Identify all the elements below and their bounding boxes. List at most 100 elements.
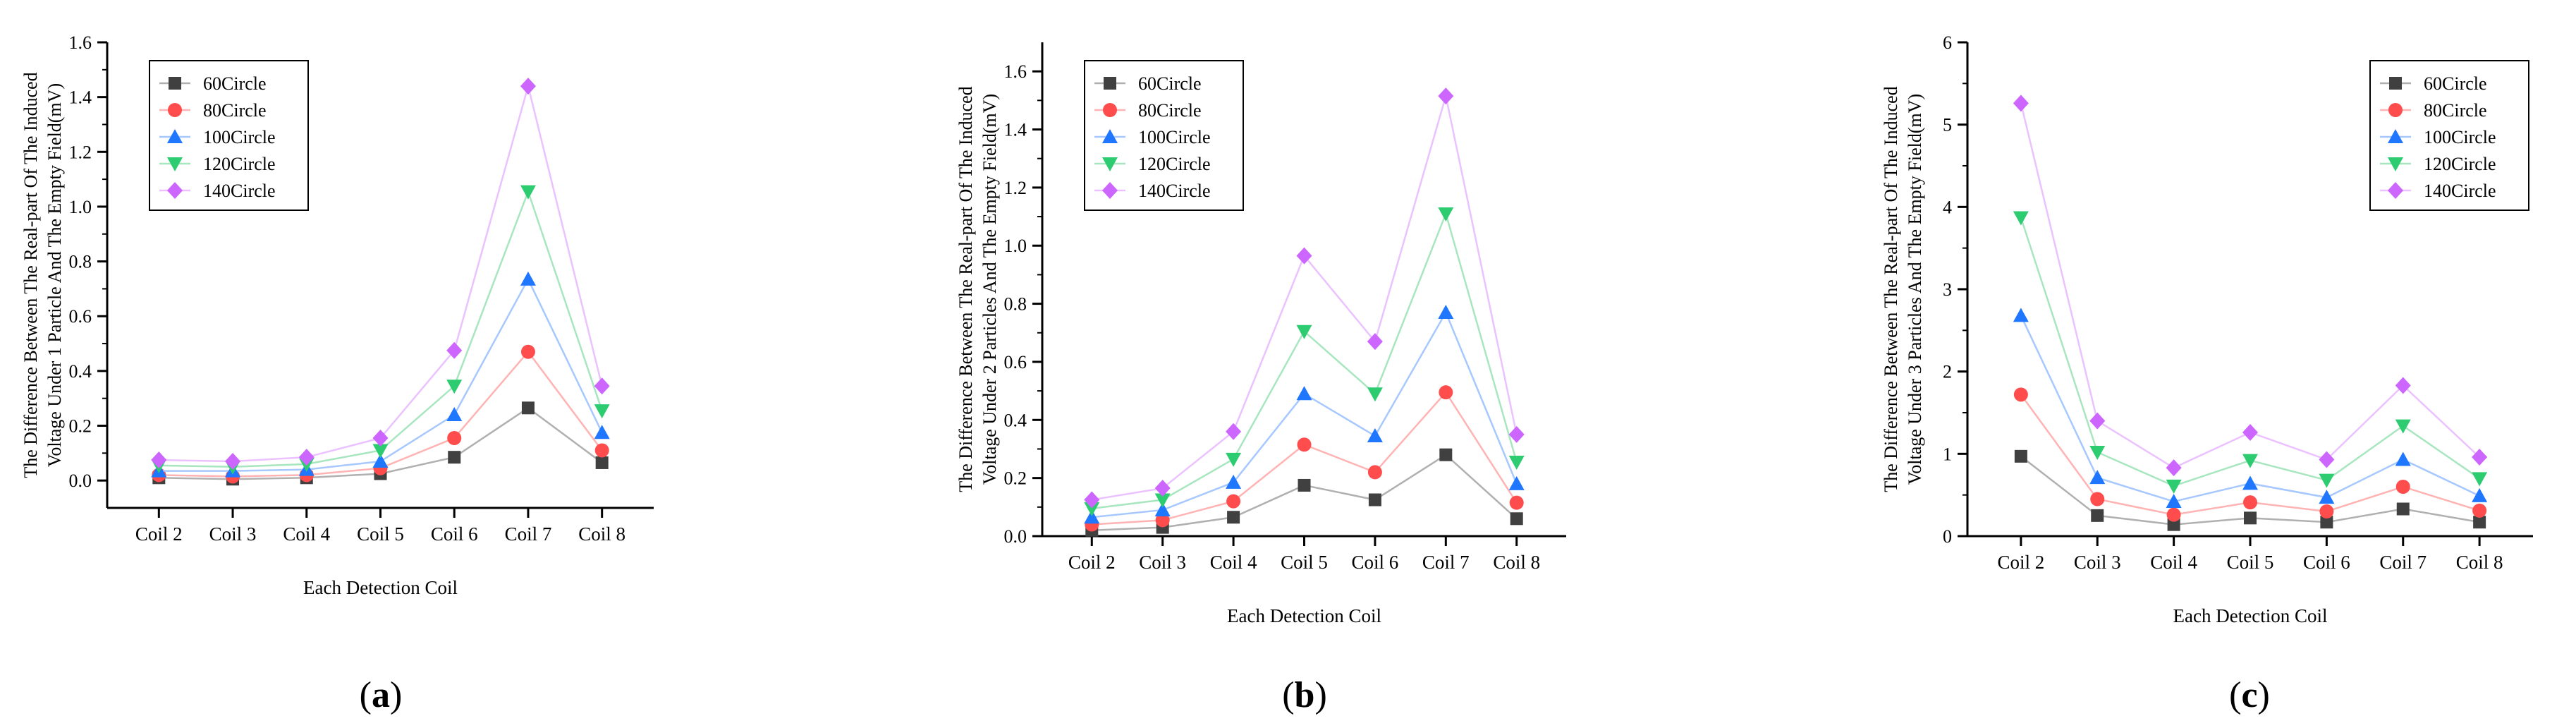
- data-point-140Circle: [2395, 377, 2411, 394]
- x-axis-title: Each Detection Coil: [1227, 605, 1381, 626]
- data-point-80Circle: [520, 344, 535, 359]
- y-axis-title-line2: Voltage Under 1 Particle And The Empty F…: [44, 83, 65, 467]
- data-point-140Circle: [2166, 459, 2182, 477]
- legend-label: 120Circle: [1138, 154, 1211, 174]
- series-line-120Circle: [159, 188, 603, 468]
- data-point-120Circle: [1367, 387, 1383, 402]
- data-point-100Circle: [372, 454, 389, 468]
- panel-label-close: ): [2258, 675, 2270, 715]
- x-tick-label: Coil 5: [357, 523, 404, 545]
- legend-marker-100Circle: [1102, 129, 1118, 143]
- data-point-80Circle: [2472, 503, 2487, 518]
- data-point-60Circle: [2091, 509, 2104, 522]
- x-tick-label: Coil 8: [2456, 552, 2503, 573]
- data-point-100Circle: [1438, 304, 1454, 319]
- series-line-100Circle: [2020, 315, 2480, 503]
- data-point-100Circle: [1154, 502, 1171, 516]
- data-point-80Circle: [1297, 437, 1312, 452]
- data-point-140Circle: [2013, 95, 2029, 112]
- data-point-100Circle: [1367, 427, 1383, 442]
- panel-label-open: (: [1282, 675, 1294, 715]
- legend-label: 60Circle: [2424, 73, 2487, 94]
- panel-label-close: ): [1314, 675, 1326, 715]
- data-point-100Circle: [2166, 494, 2182, 508]
- legend-marker-60Circle: [2389, 77, 2402, 90]
- data-point-140Circle: [2242, 424, 2258, 441]
- data-point-60Circle: [1439, 448, 1453, 461]
- panel-label-letter: c: [2241, 675, 2257, 715]
- data-point-120Circle: [2166, 479, 2182, 494]
- data-point-120Circle: [1084, 502, 1100, 516]
- data-point-100Circle: [2472, 487, 2488, 502]
- panel-label-letter: b: [1295, 675, 1315, 715]
- legend-marker-120Circle: [1102, 157, 1118, 171]
- y-tick-label: 2: [1943, 362, 1952, 382]
- data-point-140Circle: [594, 377, 610, 395]
- panel-label-open: (: [2229, 675, 2241, 715]
- data-point-140Circle: [520, 78, 536, 95]
- legend-marker-140Circle: [167, 182, 183, 199]
- legend-label: 60Circle: [203, 73, 267, 94]
- data-point-120Circle: [1296, 324, 1312, 339]
- y-tick-label: 0.4: [69, 361, 92, 382]
- data-point-60Circle: [2244, 511, 2257, 525]
- y-tick-label: 4: [1943, 197, 1952, 217]
- y-tick-label: 0.6: [1004, 352, 1027, 372]
- x-tick-label: Coil 7: [1422, 552, 1470, 573]
- y-tick-label: 1.2: [69, 142, 92, 162]
- y-tick-label: 3: [1943, 279, 1952, 300]
- data-point-60Circle: [2167, 518, 2180, 531]
- data-point-80Circle: [1226, 494, 1241, 509]
- x-tick-label: Coil 3: [1139, 552, 1186, 573]
- legend-marker-140Circle: [1102, 182, 1118, 199]
- data-point-140Circle: [1296, 247, 1312, 265]
- series-line-120Circle: [2020, 217, 2480, 487]
- data-point-80Circle: [1509, 495, 1524, 510]
- y-tick-label: 5: [1943, 115, 1952, 135]
- data-point-60Circle: [2396, 502, 2410, 516]
- data-point-60Circle: [521, 401, 535, 415]
- data-point-120Circle: [594, 404, 610, 419]
- x-tick-label: Coil 2: [1068, 552, 1116, 573]
- y-tick-label: 0.0: [1004, 526, 1027, 547]
- data-point-140Circle: [1084, 491, 1100, 509]
- legend-marker-100Circle: [167, 129, 183, 143]
- data-point-100Circle: [1084, 509, 1100, 524]
- legend-label: 140Circle: [203, 181, 276, 201]
- chart-panel-b: 0.0 0.2 0.4 0.6 0.8 1.0 1.2 1.4 1.6 Coil 2 Coil 3 C…: [956, 42, 1566, 715]
- data-point-140Circle: [2319, 451, 2335, 468]
- y-tick-label: 1.6: [1004, 61, 1027, 82]
- y-tick-label: 0.2: [1004, 468, 1027, 489]
- data-point-100Circle: [1508, 475, 1525, 490]
- y-tick-label: 1.0: [69, 197, 92, 217]
- y-tick-label: 0.8: [1004, 294, 1027, 315]
- data-point-140Circle: [1438, 87, 1454, 105]
- data-point-140Circle: [1154, 480, 1171, 497]
- panel-label: (c): [2229, 675, 2270, 715]
- x-tick-label: Coil 3: [2074, 552, 2121, 573]
- x-tick-label: Coil 5: [2227, 552, 2274, 573]
- legend-label: 80Circle: [1138, 100, 1202, 121]
- data-point-120Circle: [372, 444, 389, 459]
- series-line-60Circle: [1092, 454, 1518, 532]
- data-point-120Circle: [1154, 493, 1171, 508]
- data-point-100Circle: [2242, 475, 2258, 490]
- legend-label: 100Circle: [1138, 127, 1211, 147]
- data-point-60Circle: [2320, 516, 2333, 529]
- y-tick-label: 1.2: [1004, 178, 1027, 198]
- data-point-60Circle: [2473, 516, 2486, 529]
- panel-label: (b): [1282, 675, 1327, 715]
- legend-label: 100Circle: [2424, 127, 2496, 147]
- legend-label: 80Circle: [203, 100, 267, 121]
- x-tick-label: Coil 8: [1493, 552, 1540, 573]
- y-tick-label: 0.6: [69, 306, 92, 327]
- data-point-140Circle: [225, 453, 241, 470]
- data-point-80Circle: [594, 443, 609, 458]
- y-axis-title-line1: The Difference Between The Real-part Of …: [20, 72, 41, 478]
- data-point-80Circle: [1155, 513, 1170, 528]
- data-point-60Circle: [448, 451, 461, 464]
- legend-marker-60Circle: [169, 77, 181, 90]
- legend-label: 140Circle: [1138, 181, 1211, 201]
- data-point-80Circle: [447, 431, 462, 445]
